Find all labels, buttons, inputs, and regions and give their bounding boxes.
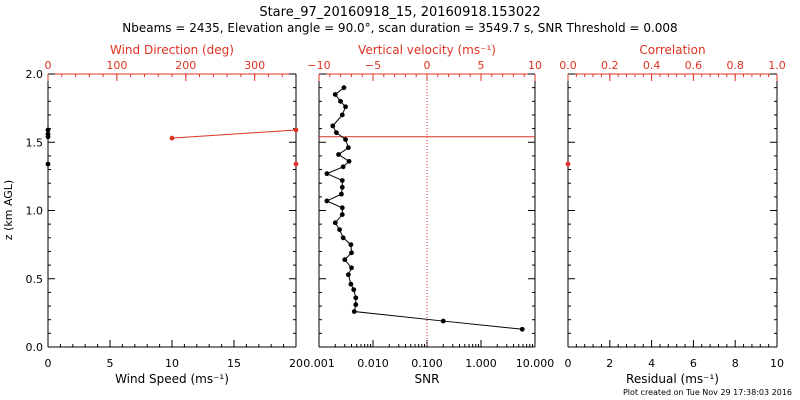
y-tick-label: 2.0 xyxy=(26,68,44,81)
panel-1-series-0-point xyxy=(348,242,354,248)
panel-0-x2-tick-label: 300 xyxy=(244,59,265,72)
panel-2-x2-axis-label: Correlation xyxy=(639,43,705,57)
panel-2-x2-tick-label: 0.2 xyxy=(601,59,619,72)
panel-1-x-axis-label: SNR xyxy=(415,372,440,386)
panel-1-x2-tick-label: 5 xyxy=(478,59,485,72)
panel-0-series-0-point xyxy=(169,135,175,141)
y-tick-label: 1.0 xyxy=(26,205,44,218)
panel-1-x2-tick-label: 10 xyxy=(528,59,542,72)
panel-1-series-0-point xyxy=(324,198,330,204)
panel-1-series-0-point xyxy=(343,104,348,110)
panel-1-series-0-point xyxy=(332,92,338,97)
panel-0-series-0-point xyxy=(293,127,299,133)
panel-2-x2-tick-label: 0.8 xyxy=(726,59,744,72)
panel-1-series-0-point xyxy=(340,235,346,241)
panel-0-x-tick-label: 10 xyxy=(165,357,179,370)
panel-1-series-0-point xyxy=(349,250,354,256)
panel-1-series-0-line xyxy=(325,87,523,330)
panel-1-series-0-point xyxy=(342,257,348,263)
panel-1-series-0-point xyxy=(353,302,359,308)
plot-credit: Plot created on Tue Nov 29 17:38:03 2016 xyxy=(623,388,792,397)
panel-2-series-0-point xyxy=(565,161,571,167)
panel-1-series-0-point xyxy=(345,145,351,151)
panel-0-x2-tick-label: 0 xyxy=(45,59,52,72)
panel-1-series-0-point xyxy=(351,309,357,314)
panel-1-series-0-point xyxy=(324,171,330,177)
panel-2-x2-tick-label: 1.0 xyxy=(768,59,786,72)
panel-1-series-0-point xyxy=(340,164,346,170)
panel-1-x2-tick-label: −5 xyxy=(365,59,381,72)
panel-0-series-0-line xyxy=(171,129,297,139)
panel-0-series-2-point xyxy=(45,161,51,167)
panel-1-series-0-point xyxy=(339,205,345,211)
panel-1-series-0-point xyxy=(332,220,338,226)
panel-0-x2-tick-label: 100 xyxy=(106,59,127,72)
panel-0-series-2-point xyxy=(45,127,51,133)
panel-0-x-tick-label: 20 xyxy=(289,357,303,370)
panel-1-series-0-point xyxy=(336,152,341,157)
panel-2-x-tick-label: 6 xyxy=(690,357,697,370)
panel-2-x2-tick-label: 0.6 xyxy=(685,59,703,72)
y-tick-label: 0.0 xyxy=(26,341,44,354)
panel-0-x-tick-label: 15 xyxy=(227,357,241,370)
panel-1-x-tick-label: 0.010 xyxy=(357,357,389,370)
panel-1-series-0-point xyxy=(349,265,354,271)
y-tick-label: 1.5 xyxy=(26,136,44,149)
panel-0-series-1-point xyxy=(293,161,299,167)
panel-1-x-tick-label: 1.000 xyxy=(465,357,497,370)
chart-subtitle: Nbeams = 2435, Elevation angle = 90.0°, … xyxy=(122,21,677,35)
panel-2-x2-tick-label: 0.0 xyxy=(559,59,577,72)
panel-1-series-0-point xyxy=(351,287,357,293)
panel-1-x2-tick-label: 0 xyxy=(424,59,431,72)
panel-0-x2-tick-label: 200 xyxy=(175,59,196,72)
panel-0-series-2-point xyxy=(45,134,51,140)
panel-2-x2-tick-label: 0.4 xyxy=(643,59,661,72)
panel-1-x-tick-label: 0.001 xyxy=(303,357,335,370)
panel-1-series-0-point xyxy=(337,227,342,233)
panel-1-x-tick-label: 10.000 xyxy=(516,357,555,370)
panel-0-x-axis-label: Wind Speed (ms⁻¹) xyxy=(115,372,229,386)
panel-2-x-tick-label: 2 xyxy=(606,357,613,370)
panel-2-x-tick-label: 0 xyxy=(565,357,572,370)
y-tick-label: 0.5 xyxy=(26,273,44,286)
panel-1-series-0-point xyxy=(333,130,339,136)
panel-1-series-0-point xyxy=(339,184,345,190)
chart-title: Stare_97_20160918_15, 20160918.153022 xyxy=(259,5,540,20)
panel-1-series-0-point xyxy=(519,326,525,332)
panel-2-x-tick-label: 10 xyxy=(770,357,784,370)
panel-1-series-0-point xyxy=(440,318,446,324)
panel-1-series-0-point xyxy=(339,178,345,183)
panel-2-x-tick-label: 8 xyxy=(732,357,739,370)
panel-1-x2-tick-label: −10 xyxy=(307,59,330,72)
panel-1-series-0-point xyxy=(339,112,345,118)
panel-1-series-0-point xyxy=(343,137,348,142)
panel-1-series-0-point xyxy=(346,158,352,164)
panel-0-x-tick-label: 0 xyxy=(45,357,52,370)
panel-1-series-0-point xyxy=(338,98,343,104)
panel-1-series-0-point xyxy=(339,191,344,197)
panel-1-series-0-point xyxy=(339,212,345,217)
panel-1-series-0-point xyxy=(348,281,354,287)
panel-0-x-tick-label: 5 xyxy=(107,357,114,370)
panel-1-series-0-point xyxy=(341,85,347,91)
panel-0-x2-axis-label: Wind Direction (deg) xyxy=(110,43,234,57)
panel-1-x-tick-label: 0.100 xyxy=(411,357,443,370)
panel-2-x-axis-label: Residual (ms⁻¹) xyxy=(626,372,719,386)
panel-1-series-0-point xyxy=(330,123,336,129)
y-axis-label: z (km AGL) xyxy=(2,180,15,240)
panel-1-series-0-point xyxy=(353,295,359,301)
panel-1-series-0-point xyxy=(345,272,351,278)
panel-2-x-tick-label: 4 xyxy=(648,357,655,370)
panel-1-x2-axis-label: Vertical velocity (ms⁻¹) xyxy=(358,43,496,57)
